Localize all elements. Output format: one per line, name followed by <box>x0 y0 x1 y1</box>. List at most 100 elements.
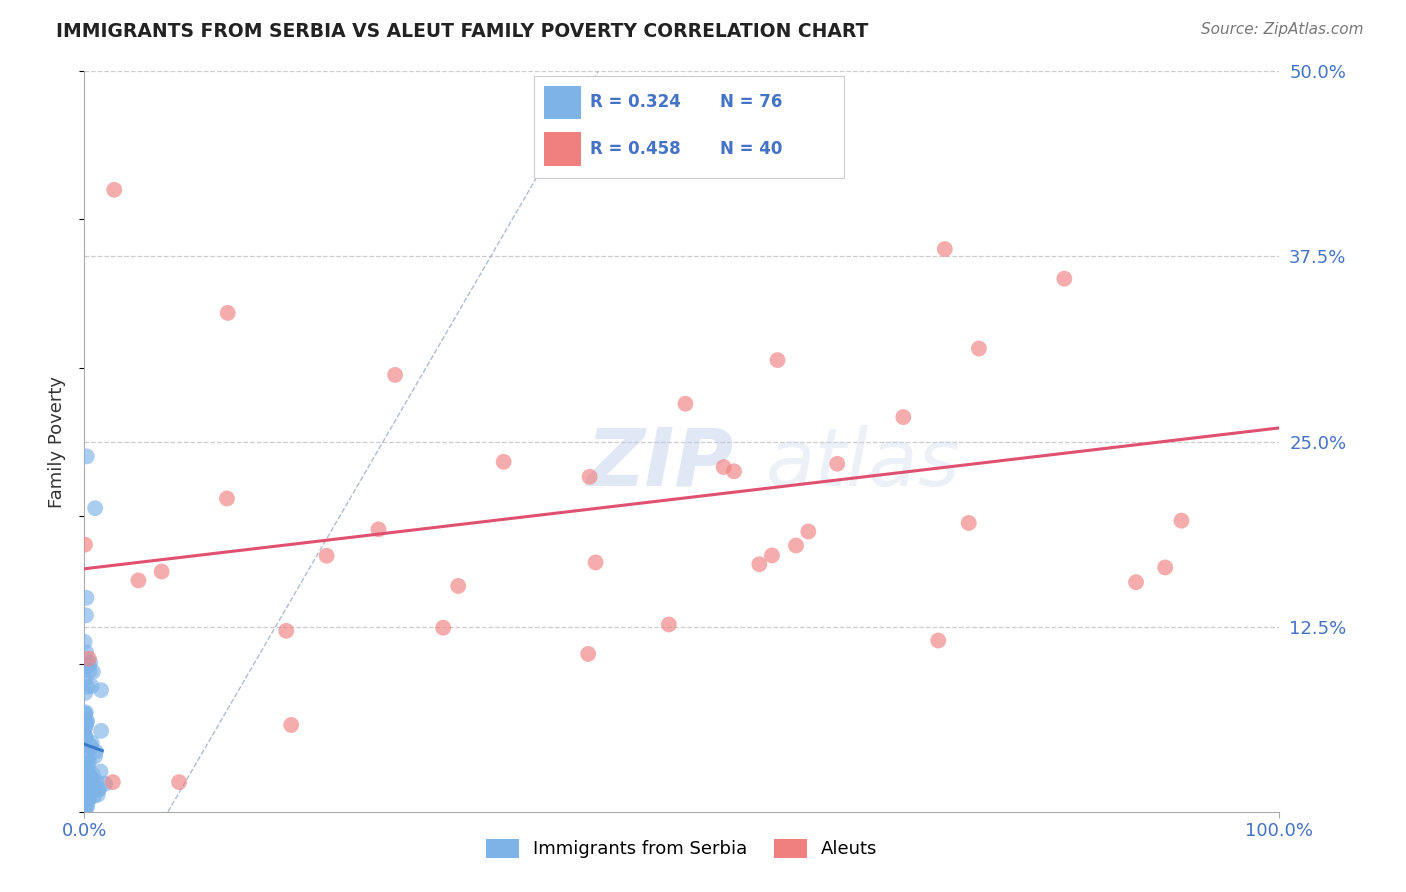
Point <box>1053 271 1076 285</box>
Text: R = 0.458: R = 0.458 <box>591 140 681 158</box>
Point <box>77 751 100 765</box>
Point <box>77 756 100 770</box>
Point <box>75 720 97 734</box>
Point <box>82 784 104 798</box>
Point <box>315 549 337 563</box>
Point <box>87 782 110 797</box>
Point <box>73 707 96 722</box>
Point <box>73 789 96 803</box>
Point <box>927 633 949 648</box>
Point <box>84 749 107 764</box>
Point <box>713 460 735 475</box>
Point <box>87 782 110 797</box>
Point <box>675 397 697 411</box>
Point <box>1154 560 1177 574</box>
Point <box>73 797 96 811</box>
Point <box>127 574 149 588</box>
Point <box>75 765 97 780</box>
Text: Source: ZipAtlas.com: Source: ZipAtlas.com <box>1201 22 1364 37</box>
Point <box>89 764 111 779</box>
Point <box>75 780 97 795</box>
Text: R = 0.324: R = 0.324 <box>591 94 681 112</box>
Point <box>84 501 107 516</box>
Point <box>90 723 112 738</box>
Point <box>217 306 239 320</box>
Point <box>150 565 173 579</box>
Point <box>77 658 100 673</box>
Point <box>73 727 96 741</box>
Point <box>79 656 101 670</box>
Bar <box>544 132 581 166</box>
Point <box>723 464 745 478</box>
Point <box>658 617 681 632</box>
Point <box>75 730 97 744</box>
Point <box>384 368 406 382</box>
Point <box>90 683 112 698</box>
Point <box>76 793 98 807</box>
Point <box>585 556 607 570</box>
Point <box>280 718 302 732</box>
Point <box>276 624 298 638</box>
Text: N = 40: N = 40 <box>720 140 782 158</box>
Point <box>761 549 783 563</box>
Point <box>957 516 980 530</box>
Text: IMMIGRANTS FROM SERBIA VS ALEUT FAMILY POVERTY CORRELATION CHART: IMMIGRANTS FROM SERBIA VS ALEUT FAMILY P… <box>56 22 869 41</box>
Point <box>75 763 97 777</box>
Point <box>432 621 454 635</box>
Point <box>79 774 101 789</box>
Point <box>76 789 98 803</box>
Point <box>73 784 96 798</box>
Text: ZIP: ZIP <box>586 425 734 503</box>
Point <box>967 342 990 356</box>
Point <box>75 645 97 659</box>
Point <box>934 242 956 256</box>
Point <box>84 745 107 759</box>
Point <box>447 579 470 593</box>
Point <box>76 758 98 772</box>
Point <box>76 450 98 464</box>
Point <box>1170 514 1192 528</box>
Point <box>87 788 110 802</box>
Point <box>492 455 515 469</box>
Point <box>785 539 807 553</box>
Point <box>76 795 98 809</box>
Point <box>76 758 98 772</box>
Point <box>73 538 96 552</box>
Point <box>80 740 103 755</box>
Bar <box>544 87 581 120</box>
Y-axis label: Family Poverty: Family Poverty <box>48 376 66 508</box>
Point <box>367 522 389 536</box>
Point <box>73 673 96 687</box>
Point <box>83 789 105 803</box>
Point <box>82 773 104 788</box>
Point <box>77 777 100 791</box>
Point <box>79 664 101 678</box>
Point <box>101 775 124 789</box>
Point <box>77 651 100 665</box>
Point <box>215 491 238 506</box>
Point <box>82 767 104 781</box>
Point <box>75 686 97 700</box>
Point <box>576 647 599 661</box>
Point <box>77 792 100 806</box>
Point <box>80 679 103 693</box>
Point <box>75 796 97 810</box>
Point <box>82 665 104 679</box>
Point <box>827 457 849 471</box>
Point <box>79 771 101 785</box>
Point <box>94 777 117 791</box>
Point <box>82 775 104 789</box>
Text: N = 76: N = 76 <box>720 94 782 112</box>
Point <box>695 123 717 137</box>
Point <box>75 771 97 785</box>
Point <box>75 801 97 815</box>
Point <box>77 785 100 799</box>
Point <box>75 706 97 720</box>
Point <box>77 767 100 781</box>
Point <box>748 558 770 572</box>
Point <box>75 771 97 785</box>
Point <box>766 353 789 368</box>
Point <box>76 591 98 605</box>
Point <box>75 762 97 776</box>
Point <box>76 799 98 814</box>
